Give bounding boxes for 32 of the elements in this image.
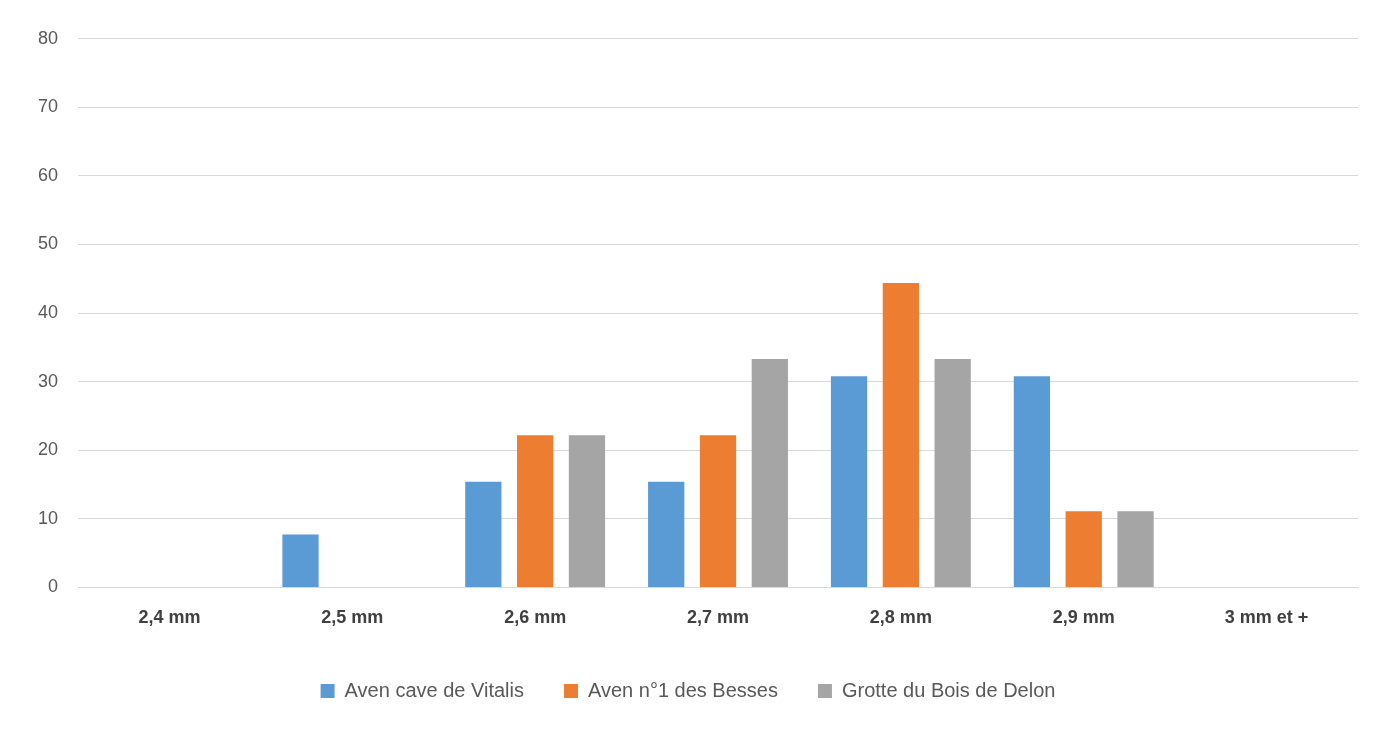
legend-label: Grotte du Bois de Delon bbox=[841, 678, 1056, 701]
bar bbox=[751, 359, 788, 587]
x-tick-label: 2,4 mm bbox=[138, 607, 201, 628]
bar bbox=[699, 435, 737, 587]
y-tick-label: 50 bbox=[37, 233, 59, 254]
y-tick-label: 60 bbox=[37, 164, 59, 185]
y-tick-label: 10 bbox=[37, 507, 59, 528]
bar bbox=[1117, 511, 1154, 587]
y-tick-label: 70 bbox=[37, 96, 59, 117]
y-tick-label: 0 bbox=[48, 576, 59, 597]
bar bbox=[830, 376, 868, 587]
bar bbox=[882, 282, 919, 587]
bar bbox=[934, 359, 971, 587]
bar bbox=[1065, 511, 1102, 587]
x-tick-label: 2,5 mm bbox=[321, 607, 384, 628]
bar bbox=[282, 534, 319, 587]
y-tick-label: 30 bbox=[37, 370, 59, 391]
legend-label: Aven n°1 des Besses bbox=[587, 678, 778, 701]
x-tick-label: 2,9 mm bbox=[1052, 607, 1115, 628]
bar bbox=[465, 481, 502, 587]
y-tick-label: 40 bbox=[37, 302, 59, 323]
bar bbox=[568, 435, 606, 587]
bar bbox=[517, 435, 554, 587]
x-tick-label: 2,6 mm bbox=[504, 607, 567, 628]
y-tick-label: 80 bbox=[37, 27, 59, 48]
bar bbox=[648, 481, 685, 587]
legend-label: Aven cave de Vitalis bbox=[344, 678, 524, 701]
y-tick-label: 20 bbox=[37, 439, 59, 460]
bar bbox=[1013, 376, 1051, 587]
x-tick-label: 2,7 mm bbox=[686, 607, 750, 628]
x-tick-label: 3 mm et + bbox=[1224, 607, 1309, 628]
x-tick-label: 2,8 mm bbox=[869, 607, 932, 628]
